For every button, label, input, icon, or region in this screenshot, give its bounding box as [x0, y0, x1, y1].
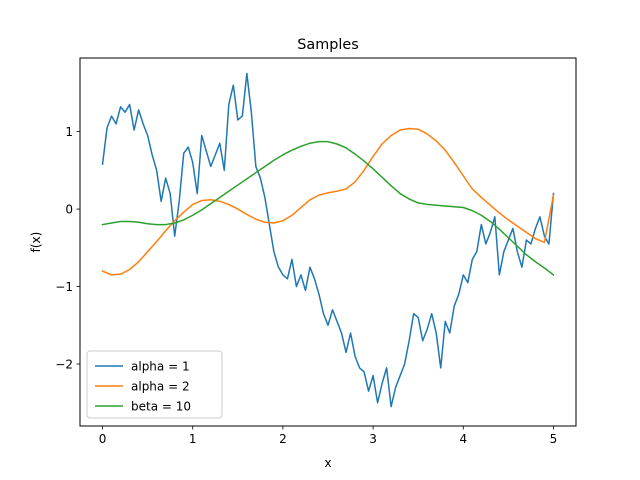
series-layer [101, 72, 555, 408]
x-axis: 0 1 2 3 4 5 [99, 426, 558, 446]
chart-title: Samples [297, 37, 358, 53]
x-tick-label: 1 [189, 432, 197, 446]
y-tick-label: 1 [65, 125, 73, 139]
legend-label-0: alpha = 1 [131, 360, 190, 374]
x-tick-label: 4 [459, 432, 467, 446]
series-line-0 [101, 72, 555, 408]
legend-label-1: alpha = 2 [131, 380, 190, 394]
y-tick-label: −1 [55, 280, 73, 294]
y-axis: −2 −1 0 1 [55, 125, 80, 372]
x-tick-label: 5 [550, 432, 558, 446]
plot-frame [79, 57, 577, 427]
x-axis-label: x [324, 456, 331, 470]
x-tick-label: 0 [99, 432, 107, 446]
legend-items: alpha = 1 alpha = 2 beta = 10 [95, 360, 191, 414]
x-tick-label: 3 [369, 432, 377, 446]
y-axis-label: f(x) [29, 232, 43, 253]
series-line-1 [101, 127, 555, 276]
y-tick-label: 0 [65, 203, 73, 217]
legend: alpha = 1 alpha = 2 beta = 10 [86, 350, 223, 419]
series-line-2 [101, 140, 555, 276]
x-tick-label: 2 [279, 432, 287, 446]
legend-label-2: beta = 10 [131, 400, 191, 414]
y-tick-label: −2 [55, 358, 73, 372]
legend-box [86, 350, 223, 419]
